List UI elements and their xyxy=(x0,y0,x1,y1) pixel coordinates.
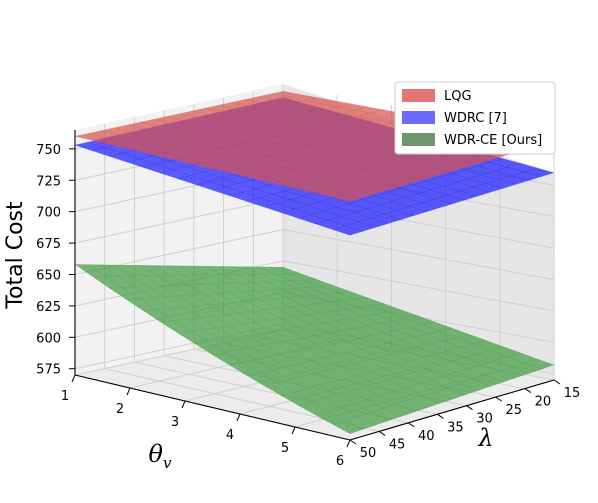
y-tick-mark xyxy=(524,388,532,393)
legend-entry-wdrc: WDRC [7] xyxy=(402,111,507,126)
x-tick-label: 2 xyxy=(116,402,124,417)
y-tick-mark xyxy=(495,396,502,402)
surface-wdr-ce-ours- xyxy=(74,264,555,435)
z-tick-label: 625 xyxy=(36,300,61,315)
x-axis-line xyxy=(74,374,351,441)
y-tick-mark xyxy=(466,405,473,411)
y-tick-label: 50 xyxy=(360,446,377,461)
x-tick-label: 1 xyxy=(61,389,69,404)
tick-labels: 5756006256506757007257501234561520253035… xyxy=(36,143,580,469)
x-tick-mark xyxy=(126,387,131,396)
surface-patch xyxy=(332,420,364,435)
z-tick-label: 575 xyxy=(36,363,61,378)
legend-label-wdrce: WDR-CE [Ours] xyxy=(444,133,542,148)
y-tick-mark xyxy=(378,431,386,436)
z-tick-label: 725 xyxy=(36,174,61,189)
x-tick-mark xyxy=(71,374,76,383)
z-axis-label: Total Cost xyxy=(3,201,28,310)
y-axis-label: λ xyxy=(477,424,493,452)
x-tick-mark xyxy=(181,400,186,409)
surfaces xyxy=(73,90,556,435)
y-axis-line xyxy=(349,379,555,441)
y-tick-label: 35 xyxy=(447,420,464,435)
y-tick-mark xyxy=(349,439,357,445)
x-tick-label: 6 xyxy=(336,454,344,469)
y-tick-label: 15 xyxy=(564,386,581,401)
z-tick-label: 650 xyxy=(36,268,61,283)
x-tick-mark xyxy=(291,426,296,435)
legend-entry-lqg: LQG xyxy=(402,89,472,104)
x-tick-mark xyxy=(346,439,351,448)
y-tick-label: 25 xyxy=(505,403,522,418)
y-tick-label: 40 xyxy=(418,429,435,444)
y-tick-mark xyxy=(408,422,415,428)
x-axis-label: θv xyxy=(149,440,172,472)
y-tick-label: 20 xyxy=(535,395,552,410)
legend-entry-wdrce: WDR-CE [Ours] xyxy=(402,133,542,148)
legend-swatch-lqg xyxy=(402,89,435,102)
left-wall-grid-z xyxy=(74,197,284,244)
right-wall-grid-z xyxy=(282,260,555,312)
y-tick-mark xyxy=(437,413,444,419)
surface-patch xyxy=(331,225,364,236)
y-tick-label: 30 xyxy=(476,412,493,427)
right-wall-grid-z xyxy=(282,228,555,280)
x-tick-mark xyxy=(236,413,241,422)
x-tick-label: 4 xyxy=(226,428,234,443)
legend: LQG WDRC [7] WDR-CE [Ours] xyxy=(394,81,556,155)
z-tick-label: 750 xyxy=(36,143,61,158)
z-tick-label: 700 xyxy=(36,206,61,221)
x-tick-label: 5 xyxy=(281,441,289,456)
x-tick-label: 3 xyxy=(171,415,179,430)
y-tick-label: 45 xyxy=(389,437,406,452)
z-tick-label: 600 xyxy=(36,331,61,346)
legend-swatch-wdrc xyxy=(402,111,435,124)
legend-swatch-wdrce xyxy=(402,133,435,146)
legend-label-wdrc: WDRC [7] xyxy=(444,111,507,126)
surface-patch xyxy=(331,193,364,202)
axis-frame xyxy=(69,130,561,448)
z-tick-label: 675 xyxy=(36,237,61,252)
y-tick-mark xyxy=(553,379,561,385)
legend-label-lqg: LQG xyxy=(444,89,472,104)
